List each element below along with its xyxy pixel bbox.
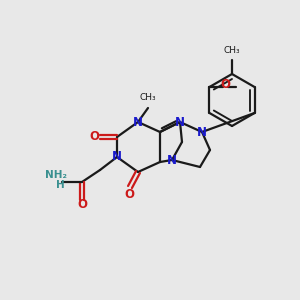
Text: O: O (124, 188, 134, 200)
Text: H: H (56, 180, 64, 190)
Text: O: O (77, 199, 87, 212)
Text: NH₂: NH₂ (45, 170, 67, 180)
Text: N: N (133, 116, 143, 128)
Text: N: N (112, 151, 122, 164)
Text: O: O (220, 79, 230, 92)
Text: CH₃: CH₃ (140, 93, 156, 102)
Text: N: N (167, 154, 177, 166)
Text: O: O (89, 130, 99, 143)
Text: N: N (175, 116, 185, 128)
Text: N: N (197, 125, 207, 139)
Text: CH₃: CH₃ (224, 46, 240, 55)
